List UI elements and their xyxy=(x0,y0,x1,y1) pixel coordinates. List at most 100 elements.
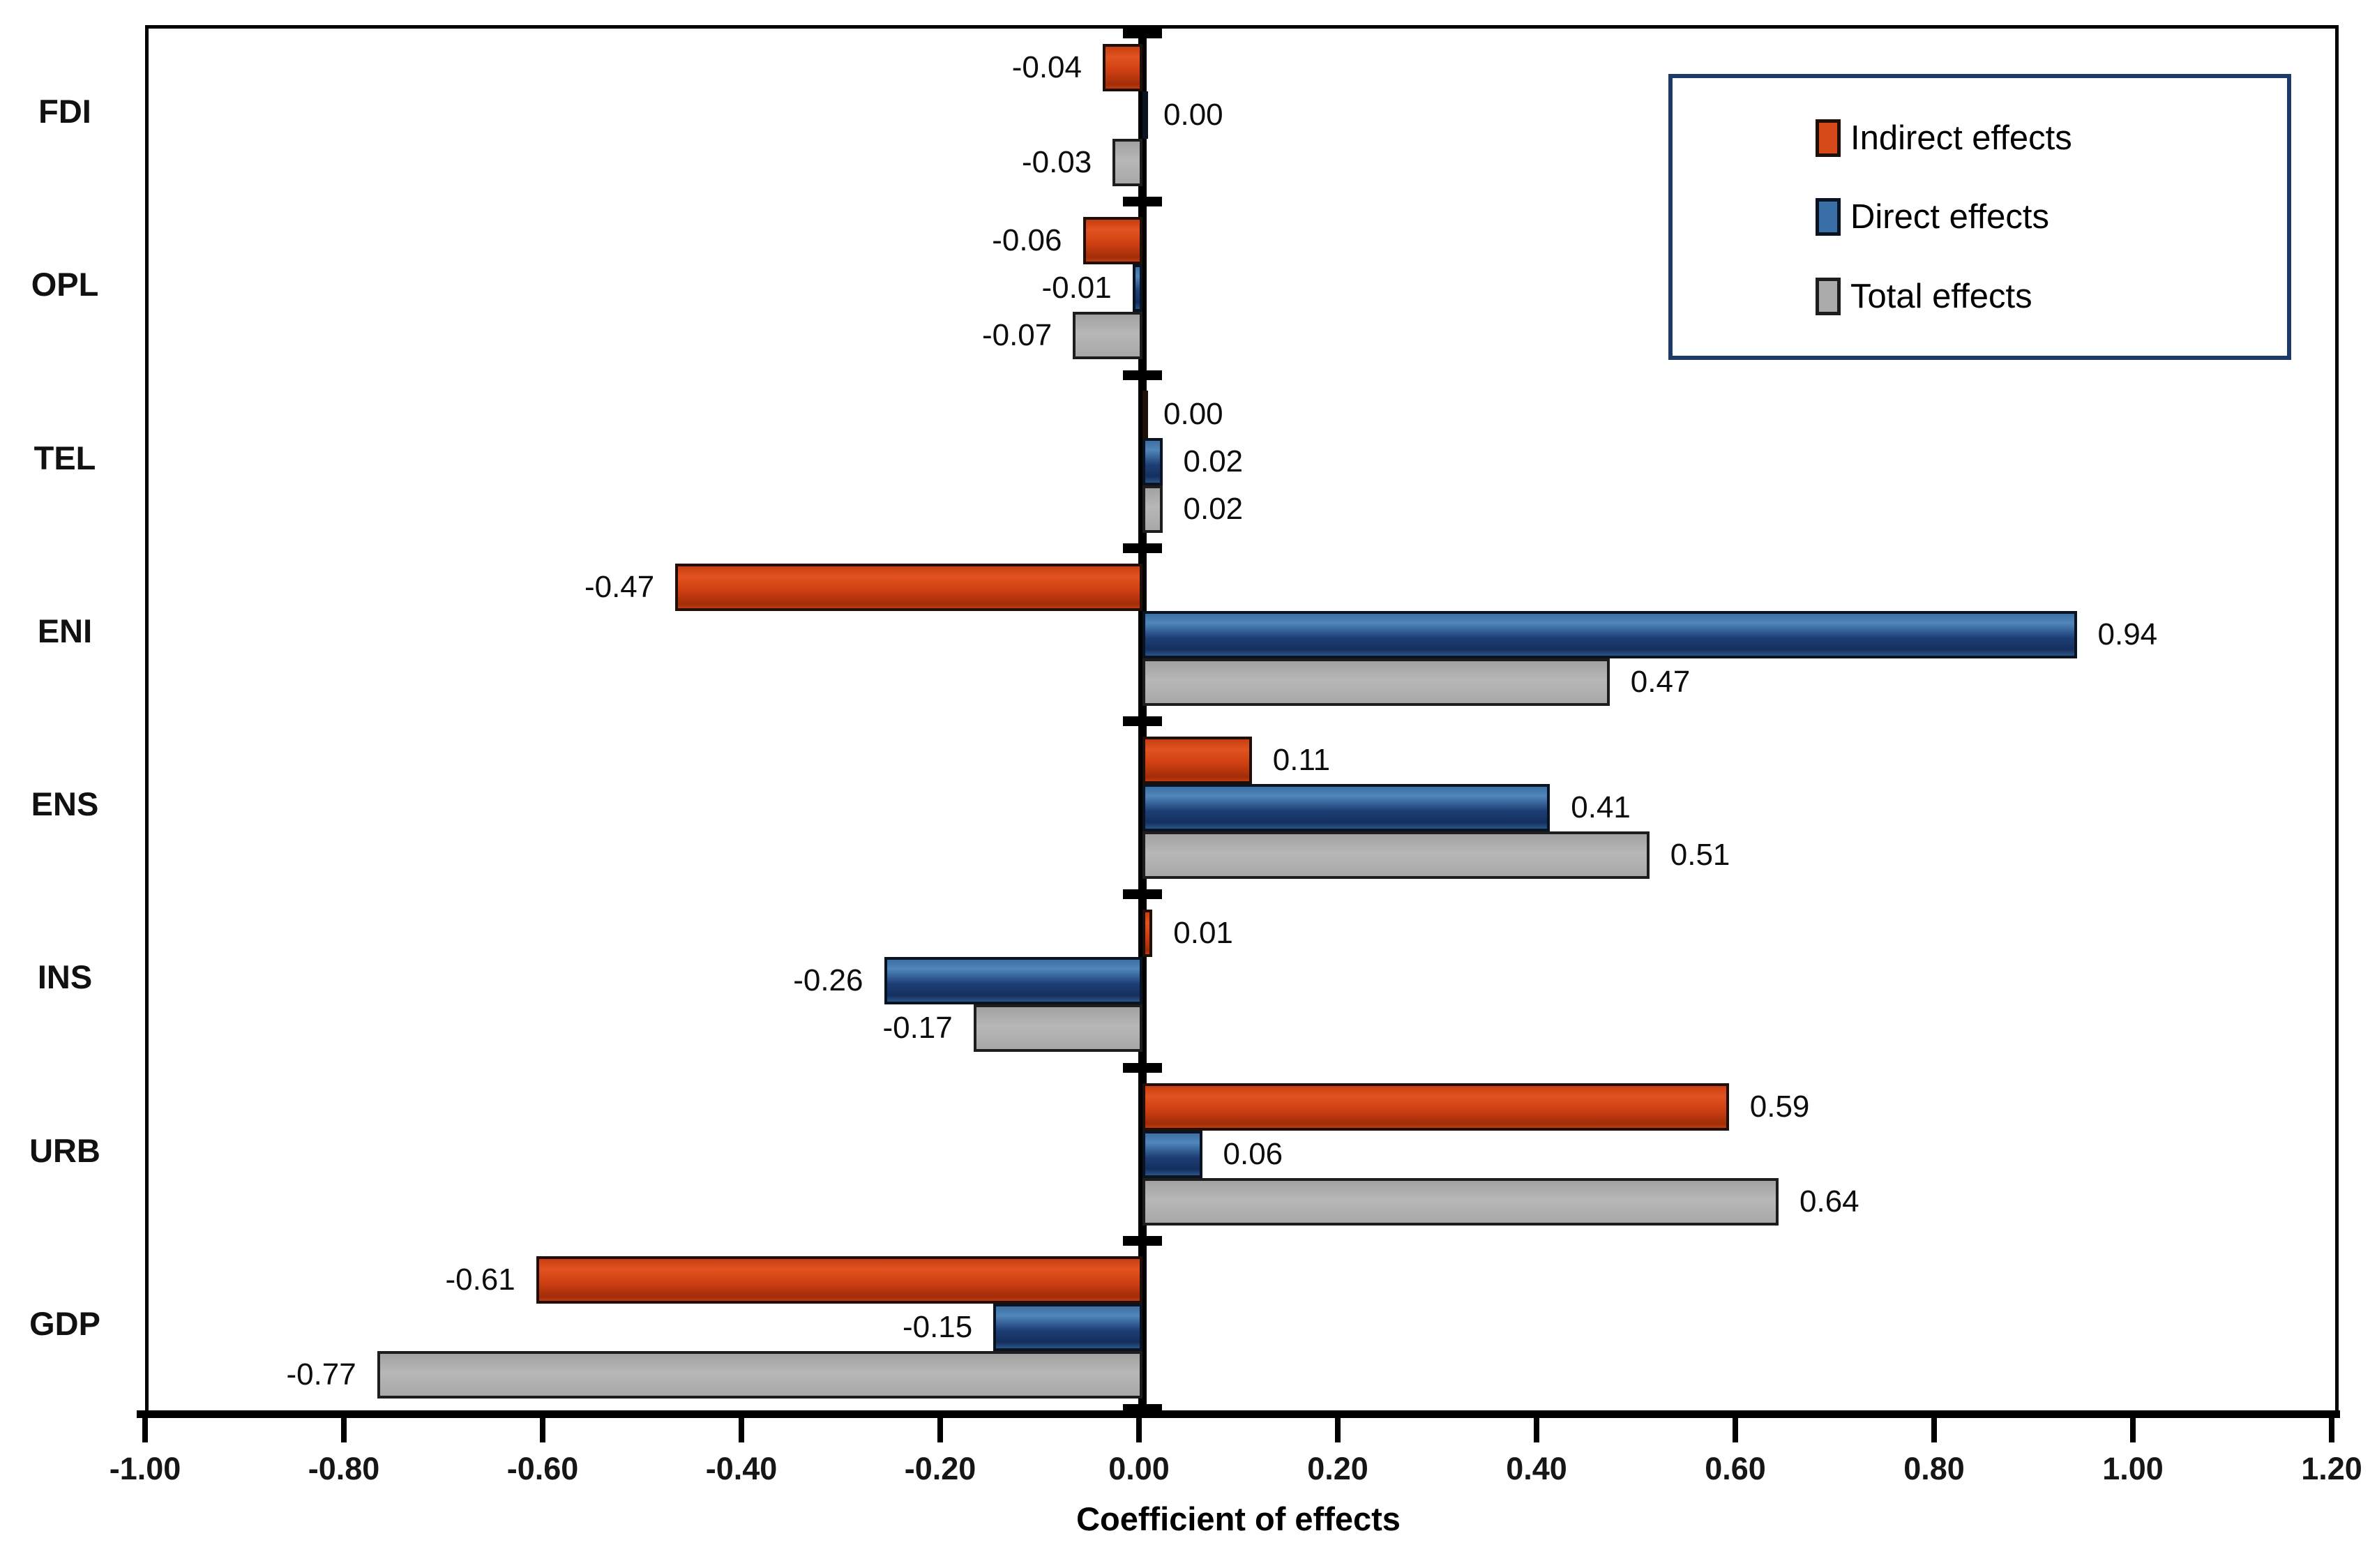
y-axis-label-fdi: FDI xyxy=(38,93,91,130)
x-axis-tick-label: 0.40 xyxy=(1506,1451,1567,1486)
bar-value-label: -0.77 xyxy=(286,1357,356,1392)
bar-gdp-direct-effects xyxy=(993,1303,1142,1351)
bar-tel-indirect-effects xyxy=(1142,390,1148,438)
legend: Indirect effects Direct effects Total ef… xyxy=(1668,74,2291,360)
x-axis-line xyxy=(137,1410,2340,1418)
x-axis-tick xyxy=(1335,1416,1341,1442)
x-axis-tick xyxy=(739,1416,744,1442)
x-axis-tick xyxy=(540,1416,545,1442)
category-tick xyxy=(1123,889,1162,900)
bar-value-label: 0.94 xyxy=(2097,617,2158,651)
bar-value-label: -0.61 xyxy=(445,1262,515,1297)
direct-effects-swatch-icon xyxy=(1816,198,1841,236)
bar-value-label: -0.03 xyxy=(1021,145,1092,180)
bar-value-label: -0.47 xyxy=(584,569,655,604)
y-axis-label-ins: INS xyxy=(37,958,93,996)
category-tick xyxy=(1123,543,1162,553)
x-axis-tick-label: 0.00 xyxy=(1108,1451,1170,1486)
bar-gdp-total-effects xyxy=(377,1350,1142,1399)
bar-value-label: 0.64 xyxy=(1799,1184,1859,1219)
category-tick xyxy=(1123,29,1162,38)
bar-opl-direct-effects xyxy=(1132,264,1142,312)
bar-urb-indirect-effects xyxy=(1142,1083,1729,1131)
bar-eni-direct-effects xyxy=(1142,610,2077,658)
bar-value-label: -0.04 xyxy=(1011,50,1082,85)
bar-fdi-direct-effects xyxy=(1142,91,1148,140)
bar-value-label: 0.01 xyxy=(1173,916,1233,951)
x-axis-tick-label: 1.20 xyxy=(2301,1451,2362,1486)
bar-fdi-indirect-effects xyxy=(1103,44,1142,92)
x-axis-tick xyxy=(341,1416,347,1442)
x-axis-tick-label: -0.40 xyxy=(705,1451,778,1486)
bar-ens-direct-effects xyxy=(1142,784,1550,832)
y-axis-label-tel: TEL xyxy=(33,439,96,476)
x-axis-title: Coefficient of effects xyxy=(1076,1500,1401,1537)
bar-opl-indirect-effects xyxy=(1082,217,1142,265)
bar-value-label: 0.51 xyxy=(1670,838,1730,873)
x-axis-tick xyxy=(142,1416,148,1442)
bar-ins-total-effects xyxy=(973,1004,1142,1053)
bar-value-label: -0.17 xyxy=(882,1011,953,1046)
y-axis-label-eni: ENI xyxy=(37,612,93,649)
legend-label: Total effects xyxy=(1850,277,2032,315)
bar-ins-direct-effects xyxy=(884,957,1142,1005)
x-axis-tick-label: 0.80 xyxy=(1903,1451,1965,1486)
legend-label: Indirect effects xyxy=(1850,119,2072,157)
bar-value-label: 0.11 xyxy=(1272,743,1331,778)
x-axis-tick-label: 0.60 xyxy=(1705,1451,1766,1486)
bar-value-label: -0.07 xyxy=(981,318,1052,353)
bar-value-label: 0.02 xyxy=(1183,491,1244,526)
legend-label: Direct effects xyxy=(1850,198,2050,236)
category-tick xyxy=(1123,1235,1162,1246)
bar-value-label: -0.26 xyxy=(793,963,863,998)
bar-value-label: 0.06 xyxy=(1223,1136,1283,1171)
y-axis-label-opl: OPL xyxy=(31,266,99,303)
x-axis-tick xyxy=(1136,1416,1142,1442)
x-axis-tick-label: 1.00 xyxy=(2102,1451,2164,1486)
bar-gdp-indirect-effects xyxy=(536,1256,1142,1304)
x-axis-tick xyxy=(1534,1416,1539,1442)
bar-tel-direct-effects xyxy=(1142,437,1163,485)
bar-value-label: 0.41 xyxy=(1571,790,1631,825)
x-axis-tick-label: -0.60 xyxy=(506,1451,579,1486)
legend-item-indirect: Indirect effects xyxy=(1816,119,2287,158)
bar-urb-total-effects xyxy=(1142,1177,1779,1226)
category-tick xyxy=(1123,370,1162,380)
bar-opl-total-effects xyxy=(1073,312,1142,360)
legend-item-total: Total effects xyxy=(1816,277,2287,316)
y-axis-label-gdp: GDP xyxy=(29,1304,100,1342)
x-axis-tick-label: -0.20 xyxy=(904,1451,976,1486)
bar-value-label: -0.06 xyxy=(992,223,1062,258)
bar-value-label: 0.02 xyxy=(1183,444,1244,478)
bar-value-label: 0.00 xyxy=(1163,396,1223,431)
bar-fdi-total-effects xyxy=(1112,139,1142,187)
bar-ens-indirect-effects xyxy=(1142,737,1252,785)
category-tick xyxy=(1123,1062,1162,1073)
indirect-effects-swatch-icon xyxy=(1816,119,1841,157)
x-axis-tick-label: 0.20 xyxy=(1307,1451,1368,1486)
total-effects-swatch-icon xyxy=(1816,277,1841,315)
bar-eni-indirect-effects xyxy=(675,563,1142,611)
x-axis-tick xyxy=(2329,1416,2334,1442)
bar-eni-total-effects xyxy=(1142,658,1610,706)
bar-value-label: -0.01 xyxy=(1041,271,1112,306)
x-axis-tick xyxy=(937,1416,943,1442)
bar-value-label: -0.15 xyxy=(902,1309,973,1344)
y-axis-label-urb: URB xyxy=(29,1131,100,1169)
x-axis-tick xyxy=(1733,1416,1738,1442)
bar-ins-indirect-effects xyxy=(1142,910,1153,958)
bar-value-label: 0.00 xyxy=(1163,98,1223,133)
bar-value-label: 0.47 xyxy=(1630,664,1691,699)
bar-tel-total-effects xyxy=(1142,485,1163,533)
category-tick xyxy=(1123,197,1162,207)
x-axis-tick xyxy=(2130,1416,2136,1442)
x-axis-tick-label: -0.80 xyxy=(308,1451,380,1486)
x-axis-tick xyxy=(1931,1416,1937,1442)
y-axis-label-ens: ENS xyxy=(31,785,99,823)
category-tick xyxy=(1123,716,1162,726)
bar-urb-direct-effects xyxy=(1142,1130,1202,1178)
x-axis-tick-label: -1.00 xyxy=(109,1451,181,1486)
bar-ens-total-effects xyxy=(1142,831,1650,880)
legend-item-direct: Direct effects xyxy=(1816,197,2287,236)
